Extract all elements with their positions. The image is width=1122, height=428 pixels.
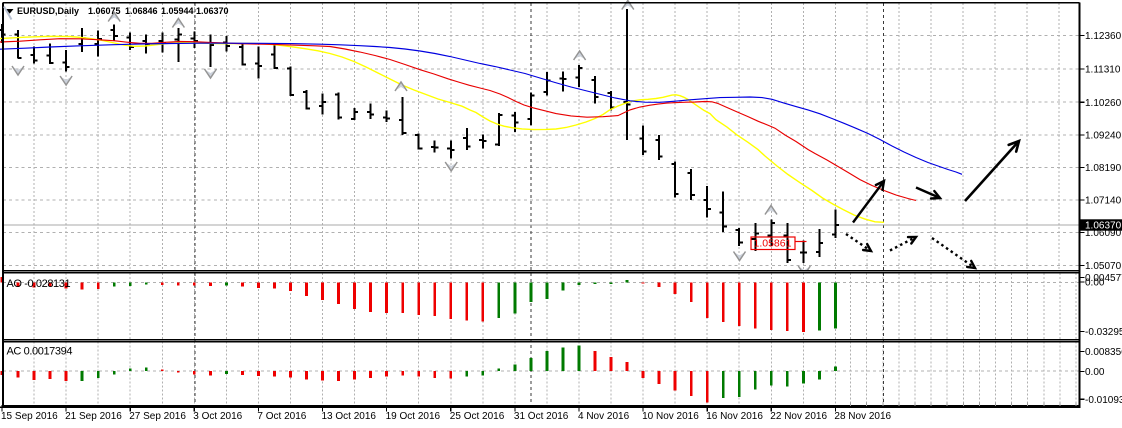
svg-text:3 Oct 2016: 3 Oct 2016 bbox=[193, 411, 242, 422]
svg-text:10 Nov 2016: 10 Nov 2016 bbox=[642, 411, 699, 422]
svg-text:31 Oct 2016: 31 Oct 2016 bbox=[514, 411, 569, 422]
svg-text:1.05861: 1.05861 bbox=[754, 238, 792, 250]
svg-text:25 Oct 2016: 25 Oct 2016 bbox=[450, 411, 505, 422]
svg-text:AO -0.028131: AO -0.028131 bbox=[7, 278, 71, 290]
svg-text:1.09240: 1.09240 bbox=[1085, 131, 1122, 142]
svg-text:19 Oct 2016: 19 Oct 2016 bbox=[386, 411, 441, 422]
svg-text:-0.010935: -0.010935 bbox=[1085, 395, 1122, 406]
svg-text:13 Oct 2016: 13 Oct 2016 bbox=[322, 411, 377, 422]
svg-text:1.07140: 1.07140 bbox=[1085, 196, 1122, 207]
svg-text:1.06846: 1.06846 bbox=[125, 6, 158, 16]
svg-text:0.00: 0.00 bbox=[1085, 278, 1105, 289]
svg-text:-0.032956: -0.032956 bbox=[1085, 327, 1122, 338]
svg-text:1.06370: 1.06370 bbox=[1085, 220, 1122, 231]
svg-text:16 Nov 2016: 16 Nov 2016 bbox=[706, 411, 763, 422]
svg-text:4 Nov 2016: 4 Nov 2016 bbox=[578, 411, 630, 422]
svg-text:1.11310: 1.11310 bbox=[1085, 64, 1121, 75]
svg-text:28 Nov 2016: 28 Nov 2016 bbox=[834, 411, 891, 422]
svg-text:0.004577: 0.004577 bbox=[1085, 273, 1122, 284]
svg-text:1.10260: 1.10260 bbox=[1085, 98, 1122, 109]
svg-text:1.05944: 1.05944 bbox=[161, 6, 194, 16]
svg-text:21 Sep 2016: 21 Sep 2016 bbox=[65, 411, 122, 422]
svg-text:0.00: 0.00 bbox=[1085, 367, 1105, 378]
svg-text:7 Oct 2016: 7 Oct 2016 bbox=[257, 411, 306, 422]
svg-text:1.12360: 1.12360 bbox=[1085, 31, 1122, 42]
svg-text:AC 0.0017394: AC 0.0017394 bbox=[7, 346, 73, 358]
svg-text:27 Sep 2016: 27 Sep 2016 bbox=[129, 411, 186, 422]
svg-text:22 Nov 2016: 22 Nov 2016 bbox=[770, 411, 827, 422]
svg-text:0.0083567: 0.0083567 bbox=[1085, 347, 1122, 358]
svg-text:1.06075: 1.06075 bbox=[88, 6, 121, 16]
svg-text:EURUSD,Daily: EURUSD,Daily bbox=[17, 6, 79, 16]
svg-text:1.06090: 1.06090 bbox=[1085, 228, 1122, 239]
svg-text:1.06370: 1.06370 bbox=[196, 6, 229, 16]
svg-text:1.05070: 1.05070 bbox=[1085, 261, 1122, 272]
svg-text:1.08190: 1.08190 bbox=[1085, 163, 1122, 174]
svg-text:15 Sep 2016: 15 Sep 2016 bbox=[1, 411, 58, 422]
